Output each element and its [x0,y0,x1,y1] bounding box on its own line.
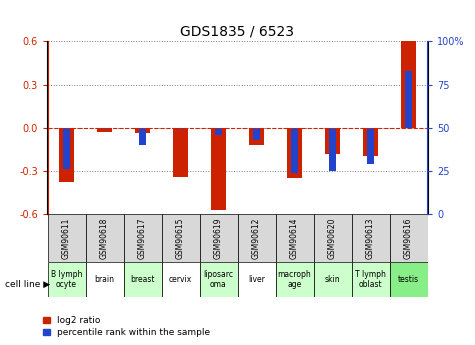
Bar [63,128,70,169]
Bar [291,128,298,172]
Bar [124,214,162,262]
Text: GSM90618: GSM90618 [100,217,109,259]
Text: GSM90617: GSM90617 [138,217,147,259]
Bar [276,214,314,262]
Bar [238,214,276,262]
Bar [48,214,86,262]
Bar [253,128,260,140]
Text: macroph
age: macroph age [277,270,312,289]
Text: liver: liver [248,275,265,284]
Bar [97,128,112,132]
Bar [177,128,184,129]
Bar [314,262,352,297]
Text: GSM90614: GSM90614 [290,217,299,259]
Text: GSM90620: GSM90620 [328,217,337,259]
Bar [162,214,199,262]
Text: cell line ▶: cell line ▶ [5,280,50,289]
Bar [390,262,428,297]
Bar [314,214,352,262]
Bar [249,128,264,145]
Bar [276,262,314,297]
Text: GSM90611: GSM90611 [62,217,71,259]
Bar [86,262,124,297]
Bar [352,262,390,297]
Text: testis: testis [398,275,419,284]
Bar [48,262,86,297]
Bar [352,214,390,262]
Bar [139,128,146,145]
Bar [367,128,374,164]
Text: GSM90613: GSM90613 [366,217,375,259]
Text: T lymph
oblast: T lymph oblast [355,270,386,289]
Text: B lymph
ocyte: B lymph ocyte [51,270,82,289]
Text: cervix: cervix [169,275,192,284]
Text: GSM90612: GSM90612 [252,217,261,259]
Text: breast: breast [130,275,155,284]
Text: GSM90616: GSM90616 [404,217,413,259]
Bar [287,128,302,178]
Bar [59,128,74,182]
Legend: log2 ratio, percentile rank within the sample: log2 ratio, percentile rank within the s… [43,316,210,337]
Bar [124,262,162,297]
Title: GDS1835 / 6523: GDS1835 / 6523 [180,25,294,39]
Bar [329,128,336,171]
Bar [215,128,222,135]
Bar [135,128,150,134]
Bar [325,128,340,154]
Bar [101,128,108,129]
Text: skin: skin [325,275,340,284]
Bar [200,214,238,262]
Text: brain: brain [95,275,114,284]
Text: GSM90619: GSM90619 [214,217,223,259]
Bar [390,214,428,262]
Bar [162,262,199,297]
Bar [238,262,276,297]
Bar [401,39,416,128]
Text: liposarc
oma: liposarc oma [203,270,234,289]
Bar [86,214,124,262]
Bar [200,262,238,297]
Bar [173,128,188,177]
Bar [405,71,412,128]
Bar [363,128,378,156]
Text: GSM90615: GSM90615 [176,217,185,259]
Bar [211,128,226,209]
